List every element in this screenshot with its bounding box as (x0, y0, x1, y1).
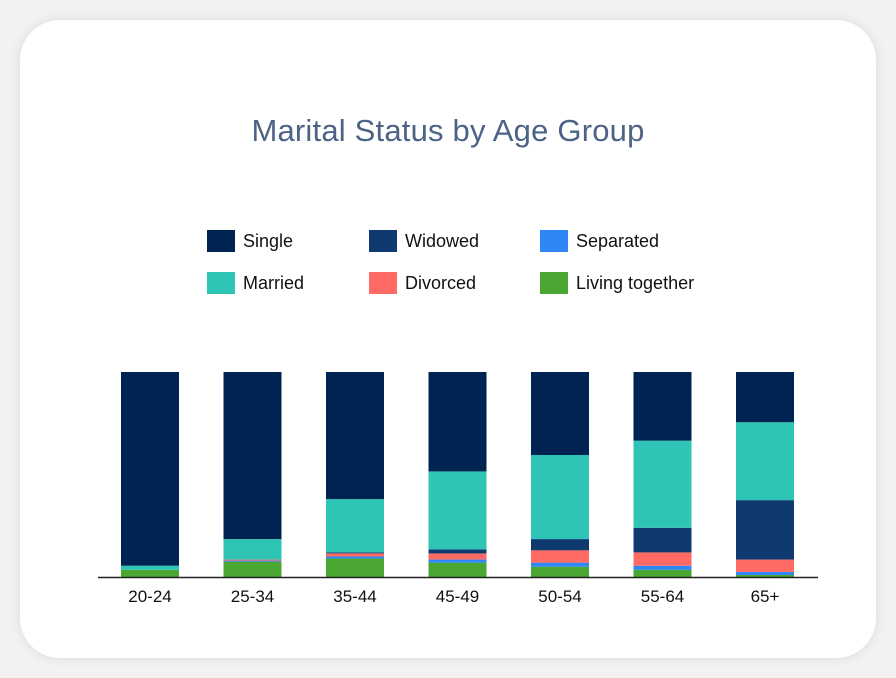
x-tick-label: 55-64 (641, 587, 684, 606)
bar-segment-single-35-44 (326, 372, 384, 500)
bar-segment-living-together-25-34 (223, 561, 282, 578)
bar-segment-living-together-35-44 (326, 558, 384, 577)
bar-segment-widowed-35-44 (326, 552, 384, 554)
bar-segment-married-35-44 (326, 499, 384, 553)
bar-segment-married-20-24 (121, 565, 179, 570)
bar-segment-married-25-34 (223, 539, 282, 560)
bar-segment-widowed-65+ (736, 500, 794, 560)
bar-segment-divorced-50-54 (531, 550, 589, 563)
x-tick-label: 45-49 (436, 587, 479, 606)
x-tick-label: 20-24 (128, 587, 171, 606)
bar-segment-single-50-54 (531, 372, 589, 456)
bar-segment-married-50-54 (531, 455, 589, 540)
bar-segment-separated-45-49 (428, 559, 487, 563)
bar-segment-single-65+ (736, 372, 794, 423)
bar-segment-married-45-49 (428, 471, 487, 550)
bar-segment-divorced-65+ (736, 559, 794, 572)
bar-segment-single-25-34 (223, 372, 282, 540)
bar-segment-living-together-65+ (736, 574, 794, 577)
x-tick-label: 50-54 (538, 587, 581, 606)
x-tick-label: 35-44 (333, 587, 376, 606)
bar-segment-living-together-50-54 (531, 566, 589, 577)
bar-segment-living-together-45-49 (428, 562, 487, 577)
bar-segment-widowed-55-64 (633, 527, 692, 553)
bar-segment-single-20-24 (121, 372, 179, 566)
bar-segment-divorced-45-49 (428, 553, 487, 560)
bar-segment-single-45-49 (428, 372, 487, 472)
bar-segment-living-together-55-64 (633, 569, 692, 577)
x-tick-labels: 20-24 25-34 35-44 45-49 50-54 55-64 65+ (128, 587, 779, 606)
bar-segment-separated-65+ (736, 571, 794, 575)
x-tick-label: 25-34 (231, 587, 274, 606)
bar-segment-separated-55-64 (633, 565, 692, 570)
bar-segment-divorced-25-34 (223, 559, 282, 561)
bar-segment-separated-35-44 (326, 556, 384, 559)
x-tick-label: 65+ (751, 587, 780, 606)
bar-segment-widowed-50-54 (531, 539, 589, 551)
bar-segment-widowed-45-49 (428, 549, 487, 554)
bars-group (121, 372, 794, 578)
bar-segment-living-together-20-24 (121, 569, 179, 577)
bar-segment-single-55-64 (633, 372, 692, 441)
bar-segment-separated-25-34 (223, 560, 282, 562)
bar-segment-divorced-55-64 (633, 552, 692, 566)
chart-title: Marital Status by Age Group (251, 113, 645, 148)
bar-segment-married-65+ (736, 422, 794, 501)
bar-segment-married-55-64 (633, 440, 692, 528)
bar-segment-divorced-35-44 (326, 553, 384, 557)
bar-segment-separated-50-54 (531, 562, 589, 567)
